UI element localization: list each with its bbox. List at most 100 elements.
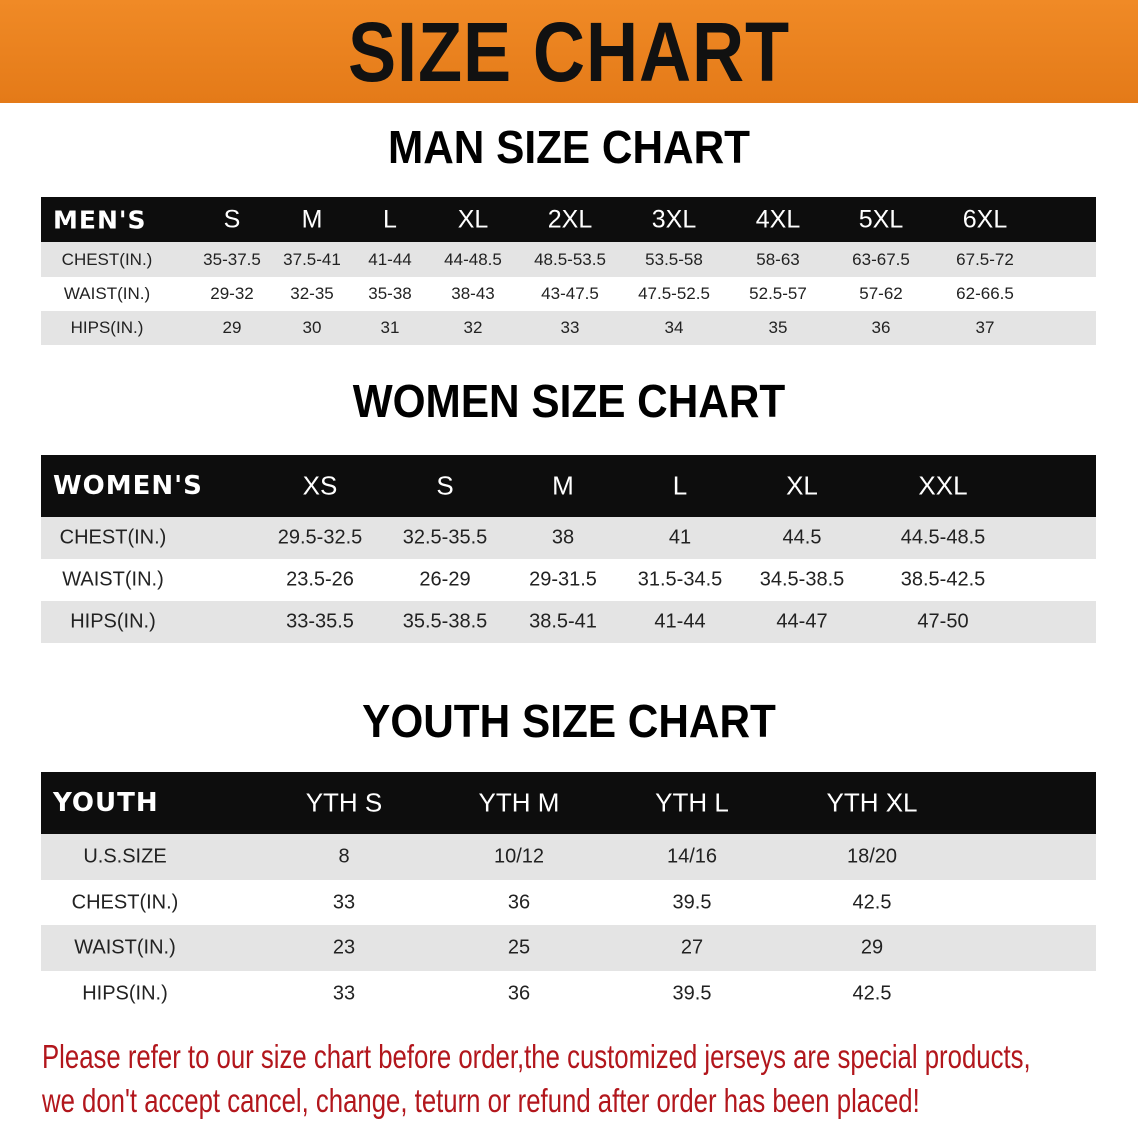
size-header-cell: XS — [302, 470, 338, 501]
value-cell: 26-29 — [419, 568, 471, 591]
table-row: HIPS(IN.) 29 30 31 32 33 34 35 36 37 — [41, 311, 1096, 345]
table-title-cell: MEN'S — [53, 205, 147, 234]
measure-label-cell: U.S.SIZE — [83, 845, 167, 868]
value-cell: 41 — [668, 526, 692, 549]
value-cell: 67.5-72 — [956, 249, 1014, 269]
value-cell: 34.5-38.5 — [759, 568, 845, 591]
table-title-cell: WOMEN'S — [53, 471, 203, 501]
value-cell: 32.5-35.5 — [402, 526, 488, 549]
measure-label-cell: HIPS(IN.) — [70, 610, 156, 633]
value-cell: 47-50 — [917, 610, 969, 633]
value-cell: 58-63 — [756, 249, 800, 269]
size-header-cell: XL — [786, 470, 818, 501]
value-cell: 42.5 — [852, 982, 892, 1004]
measure-label-cell: CHEST(IN.) — [71, 891, 179, 913]
value-cell: 44-48.5 — [444, 249, 502, 269]
table-row: WAIST(IN.) 23 25 27 29 — [41, 925, 1096, 971]
value-cell: 52.5-57 — [749, 284, 807, 303]
measure-label-cell: WAIST(IN.) — [62, 568, 164, 591]
value-cell: 42.5 — [852, 891, 892, 913]
value-cell: 23 — [332, 936, 356, 959]
value-cell: 37 — [975, 318, 995, 337]
value-cell: 48.5-53.5 — [534, 249, 606, 269]
women-section-title: WOMEN SIZE CHART — [352, 375, 786, 427]
value-cell: 31.5-34.5 — [637, 568, 723, 591]
size-header-cell: 4XL — [755, 205, 801, 233]
size-header-cell: L — [672, 470, 688, 501]
notice-line-2: we don't accept cancel, change, teturn o… — [42, 1082, 920, 1119]
size-header-cell: M — [301, 205, 323, 233]
size-header-cell: YTH XL — [826, 787, 918, 818]
value-cell: 47.5-52.5 — [638, 284, 710, 303]
value-cell: 35-37.5 — [203, 249, 261, 269]
value-cell: 29 — [222, 318, 242, 337]
banner-title: SIZE CHART — [347, 5, 791, 99]
value-cell: 53.5-58 — [645, 249, 703, 269]
size-header-cell: 6XL — [962, 205, 1008, 233]
women-size-table: WOMEN'S XS S M L XL XXL CHEST(IN.) 29.5-32.5 32.5… — [41, 455, 1096, 643]
value-cell: 35-38 — [368, 284, 412, 303]
value-cell: 39.5 — [672, 891, 712, 913]
value-cell: 36 — [507, 891, 531, 913]
value-cell: 41-44 — [654, 610, 706, 633]
size-header-cell: 3XL — [651, 205, 697, 233]
value-cell: 31 — [380, 318, 400, 337]
table-header-row: YOUTH YTH S YTH M YTH L YTH XL — [41, 772, 1096, 834]
youth-size-table: YOUTH YTH S YTH M YTH L YTH XL U.S.SIZE 8 10/12… — [41, 772, 1096, 1016]
value-cell: 62-66.5 — [956, 284, 1014, 303]
table-row: HIPS(IN.) 33 36 39.5 42.5 — [41, 971, 1096, 1016]
value-cell: 38 — [551, 526, 575, 549]
size-header-cell: YTH S — [305, 787, 383, 818]
size-header-cell: S — [436, 470, 454, 501]
table-header-row: MEN'S S M L XL 2XL 3XL 4XL 5XL 6XL — [41, 197, 1096, 242]
men-section-title: MAN SIZE CHART — [387, 121, 751, 173]
size-header-cell: XL — [457, 205, 489, 233]
measure-label-cell: CHEST(IN.) — [61, 249, 153, 269]
size-header-cell: 5XL — [858, 205, 904, 233]
value-cell: 33 — [332, 891, 356, 913]
table-row: HIPS(IN.) 33-35.5 35.5-38.5 38.5-41 41-44 44-… — [41, 601, 1096, 643]
size-header-cell: M — [552, 470, 574, 501]
size-header-cell: L — [383, 205, 397, 233]
youth-section-title: YOUTH SIZE CHART — [362, 695, 776, 747]
value-cell: 44.5-48.5 — [900, 526, 986, 549]
value-cell: 30 — [302, 318, 322, 337]
value-cell: 29.5-32.5 — [277, 526, 363, 549]
value-cell: 8 — [338, 845, 350, 868]
value-cell: 18/20 — [846, 845, 898, 868]
value-cell: 33 — [560, 318, 580, 337]
value-cell: 36 — [871, 318, 891, 337]
size-header-cell: YTH L — [655, 787, 729, 818]
value-cell: 32 — [463, 318, 483, 337]
measure-label-cell: HIPS(IN.) — [70, 318, 144, 337]
size-header-cell: YTH M — [478, 787, 560, 818]
size-header-cell: 2XL — [547, 205, 593, 233]
value-cell: 44.5 — [782, 526, 822, 549]
value-cell: 14/16 — [666, 845, 718, 868]
value-cell: 36 — [507, 982, 531, 1004]
measure-label-cell: CHEST(IN.) — [59, 526, 167, 549]
value-cell: 63-67.5 — [852, 249, 910, 269]
measure-label-cell: HIPS(IN.) — [82, 982, 168, 1004]
value-cell: 37.5-41 — [283, 249, 341, 269]
measure-label-cell: WAIST(IN.) — [63, 284, 151, 303]
value-cell: 33-35.5 — [286, 610, 354, 633]
value-cell: 33 — [332, 982, 356, 1004]
size-header-cell: XXL — [918, 470, 968, 501]
value-cell: 38.5-42.5 — [900, 568, 986, 591]
value-cell: 32-35 — [290, 284, 334, 303]
banner: SIZE CHART — [0, 0, 1138, 103]
table-row: U.S.SIZE 8 10/12 14/16 18/20 — [41, 834, 1096, 880]
table-title-cell: YOUTH — [53, 788, 159, 818]
value-cell: 29 — [860, 936, 884, 959]
table-row: CHEST(IN.) 35-37.5 37.5-41 41-44 44-48.5 48.5… — [41, 242, 1096, 277]
value-cell: 34 — [664, 318, 684, 337]
value-cell: 44-47 — [776, 610, 828, 633]
value-cell: 41-44 — [368, 249, 412, 269]
table-row: CHEST(IN.) 29.5-32.5 32.5-35.5 38 41 44.5 44.5… — [41, 517, 1096, 559]
notice-line-1: Please refer to our size chart before or… — [42, 1038, 1031, 1075]
table-row: CHEST(IN.) 33 36 39.5 42.5 — [41, 880, 1096, 925]
value-cell: 25 — [507, 936, 531, 959]
value-cell: 35 — [768, 318, 788, 337]
